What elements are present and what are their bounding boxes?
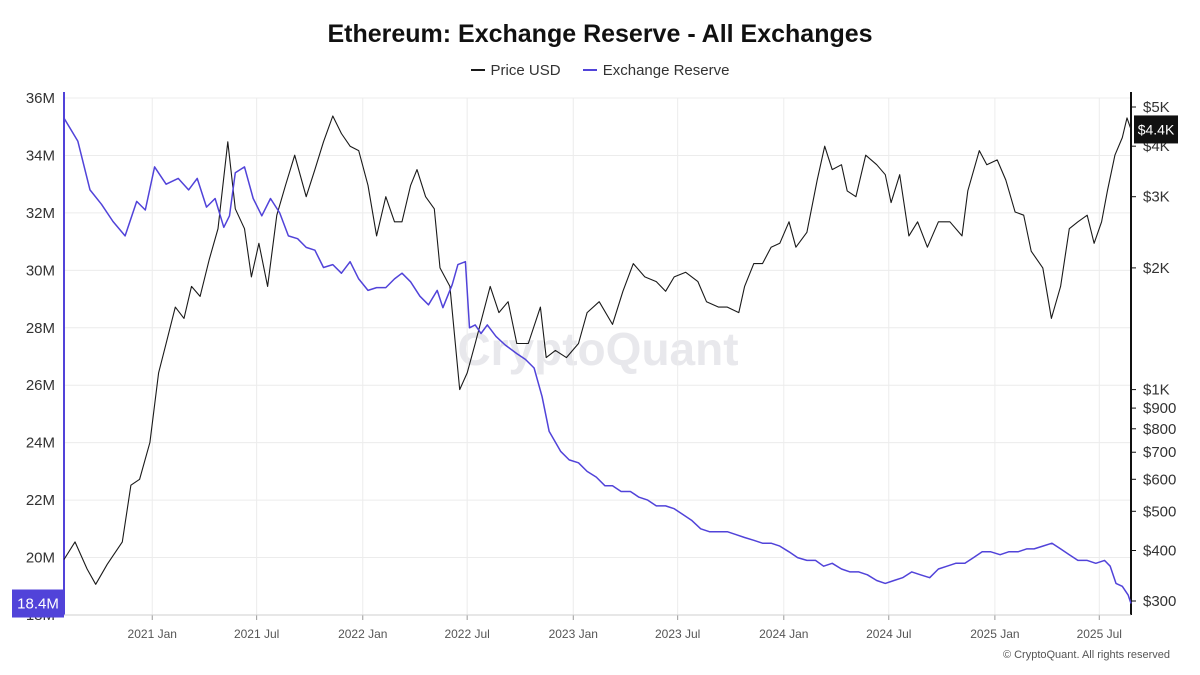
legend: Price USD Exchange Reserve [0, 58, 1200, 79]
x-tick-label: 2024 Jul [866, 627, 911, 641]
right-tick-label: $2K [1143, 260, 1170, 277]
price-current-badge [1134, 115, 1178, 144]
legend-item-reserve[interactable]: Exchange Reserve [582, 61, 730, 79]
reserve-current-badge [12, 589, 64, 618]
x-tick-label: 2024 Jan [759, 627, 808, 641]
left-tick-label: 30M [26, 262, 55, 279]
left-tick-label: 24M [26, 435, 55, 452]
legend-swatch-reserve [582, 69, 597, 71]
right-tick-label: $900 [1143, 400, 1176, 417]
price-current-value: $4.4K [1138, 121, 1175, 137]
left-tick-label: 26M [26, 377, 55, 394]
left-tick-label: 36M [26, 90, 55, 107]
watermark: CryptoQuant [457, 323, 738, 375]
left-tick-label: 34M [26, 147, 55, 164]
right-tick-label: $700 [1143, 444, 1176, 461]
left-tick-label: 20M [26, 550, 55, 567]
x-tick-label: 2022 Jul [444, 627, 489, 641]
left-tick-label: 28M [26, 320, 55, 337]
legend-swatch-price [470, 69, 485, 71]
x-tick-label: 2025 Jul [1077, 627, 1122, 641]
right-tick-label: $300 [1143, 593, 1176, 610]
legend-label-price: Price USD [490, 61, 561, 79]
right-tick-label: $600 [1143, 471, 1176, 488]
right-tick-label: $5K [1143, 99, 1170, 116]
left-tick-label: 32M [26, 205, 55, 222]
right-tick-label: $500 [1143, 503, 1176, 520]
legend-label-reserve: Exchange Reserve [602, 61, 730, 79]
left-tick-label: 22M [26, 492, 55, 509]
x-tick-label: 2021 Jul [234, 627, 279, 641]
x-tick-label: 2025 Jan [970, 627, 1019, 641]
x-tick-label: 2021 Jan [128, 627, 177, 641]
right-tick-label: $400 [1143, 542, 1176, 559]
right-tick-label: $1K [1143, 382, 1170, 399]
x-tick-label: 2022 Jan [338, 627, 387, 641]
chart-title: Ethereum: Exchange Reserve - All Exchang… [327, 20, 873, 48]
x-tick-label: 2023 Jan [549, 627, 598, 641]
copyright-notice: © CryptoQuant. All rights reserved [1002, 649, 1170, 661]
price-usd-line [63, 115, 1132, 585]
x-tick-label: 2023 Jul [655, 627, 700, 641]
right-tick-label: $3K [1143, 189, 1170, 206]
right-tick-label: $800 [1143, 421, 1176, 438]
exchange-reserve-line [63, 117, 1132, 604]
legend-item-price[interactable]: Price USD [470, 61, 561, 79]
reserve-current-value: 18.4M [17, 596, 59, 613]
